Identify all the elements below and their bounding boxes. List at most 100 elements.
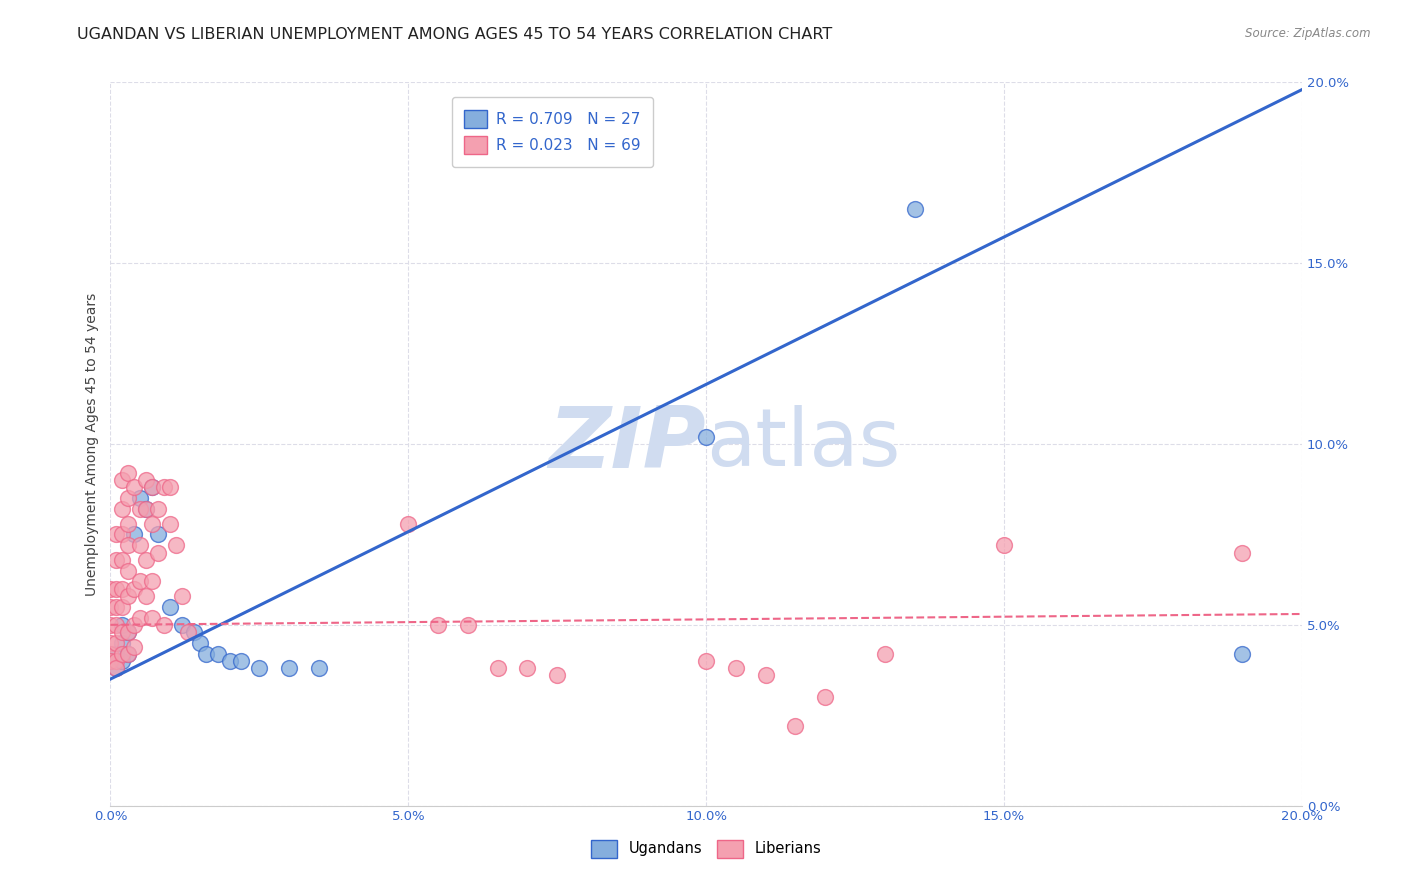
Point — [396, 516, 419, 531]
Point — [129, 502, 152, 516]
Point — [111, 527, 134, 541]
Point — [141, 480, 163, 494]
Point — [122, 617, 145, 632]
Point — [111, 599, 134, 614]
Point — [117, 491, 139, 506]
Point — [100, 636, 122, 650]
Point — [100, 654, 122, 668]
Point — [105, 582, 128, 596]
Text: ZIP: ZIP — [548, 402, 706, 485]
Point — [111, 654, 134, 668]
Point — [141, 516, 163, 531]
Text: UGANDAN VS LIBERIAN UNEMPLOYMENT AMONG AGES 45 TO 54 YEARS CORRELATION CHART: UGANDAN VS LIBERIAN UNEMPLOYMENT AMONG A… — [77, 27, 832, 42]
Point — [146, 502, 169, 516]
Point — [1232, 545, 1254, 559]
Point — [695, 654, 717, 668]
Point — [111, 617, 134, 632]
Point — [111, 647, 134, 661]
Text: atlas: atlas — [706, 405, 900, 483]
Point — [159, 599, 181, 614]
Legend: R = 0.709   N = 27, R = 0.023   N = 69: R = 0.709 N = 27, R = 0.023 N = 69 — [451, 97, 652, 167]
Point — [100, 582, 122, 596]
Point — [231, 654, 253, 668]
Point — [111, 553, 134, 567]
Point — [111, 636, 134, 650]
Point — [105, 553, 128, 567]
Point — [111, 582, 134, 596]
Point — [122, 480, 145, 494]
Point — [117, 466, 139, 480]
Point — [278, 661, 301, 675]
Point — [904, 202, 927, 216]
Point — [165, 538, 187, 552]
Point — [129, 538, 152, 552]
Point — [141, 610, 163, 624]
Point — [105, 661, 128, 675]
Point — [993, 538, 1015, 552]
Point — [135, 589, 157, 603]
Point — [100, 647, 122, 661]
Point — [117, 625, 139, 640]
Point — [457, 617, 479, 632]
Point — [177, 625, 200, 640]
Point — [100, 654, 122, 668]
Point — [141, 574, 163, 589]
Point — [111, 502, 134, 516]
Point — [129, 574, 152, 589]
Point — [814, 690, 837, 705]
Point — [105, 654, 128, 668]
Point — [1232, 647, 1254, 661]
Point — [695, 430, 717, 444]
Point — [117, 516, 139, 531]
Point — [105, 647, 128, 661]
Point — [100, 599, 122, 614]
Point — [105, 617, 128, 632]
Point — [170, 617, 193, 632]
Point — [117, 589, 139, 603]
Point — [111, 625, 134, 640]
Point — [516, 661, 538, 675]
Point — [159, 516, 181, 531]
Point — [755, 668, 778, 682]
Point — [105, 599, 128, 614]
Point — [141, 480, 163, 494]
Text: Source: ZipAtlas.com: Source: ZipAtlas.com — [1246, 27, 1371, 40]
Point — [183, 625, 205, 640]
Point — [247, 661, 270, 675]
Point — [105, 636, 128, 650]
Point — [308, 661, 330, 675]
Point — [785, 719, 807, 733]
Point — [129, 491, 152, 506]
Point — [129, 610, 152, 624]
Point — [724, 661, 747, 675]
Point — [194, 647, 217, 661]
Point — [122, 640, 145, 654]
Point — [207, 647, 229, 661]
Point — [159, 480, 181, 494]
Point — [170, 589, 193, 603]
Point — [873, 647, 896, 661]
Point — [117, 564, 139, 578]
Point — [111, 473, 134, 487]
Point — [153, 617, 176, 632]
Point — [218, 654, 240, 668]
Point — [153, 480, 176, 494]
Point — [427, 617, 450, 632]
Point — [105, 527, 128, 541]
Point — [146, 545, 169, 559]
Point — [135, 502, 157, 516]
Point — [100, 617, 122, 632]
Y-axis label: Unemployment Among Ages 45 to 54 years: Unemployment Among Ages 45 to 54 years — [86, 293, 100, 596]
Point — [486, 661, 509, 675]
Point — [117, 625, 139, 640]
Point — [188, 636, 211, 650]
Point — [146, 527, 169, 541]
Point — [546, 668, 568, 682]
Point — [135, 553, 157, 567]
Point — [122, 527, 145, 541]
Point — [117, 647, 139, 661]
Point — [117, 647, 139, 661]
Point — [122, 582, 145, 596]
Point — [105, 661, 128, 675]
Point — [135, 502, 157, 516]
